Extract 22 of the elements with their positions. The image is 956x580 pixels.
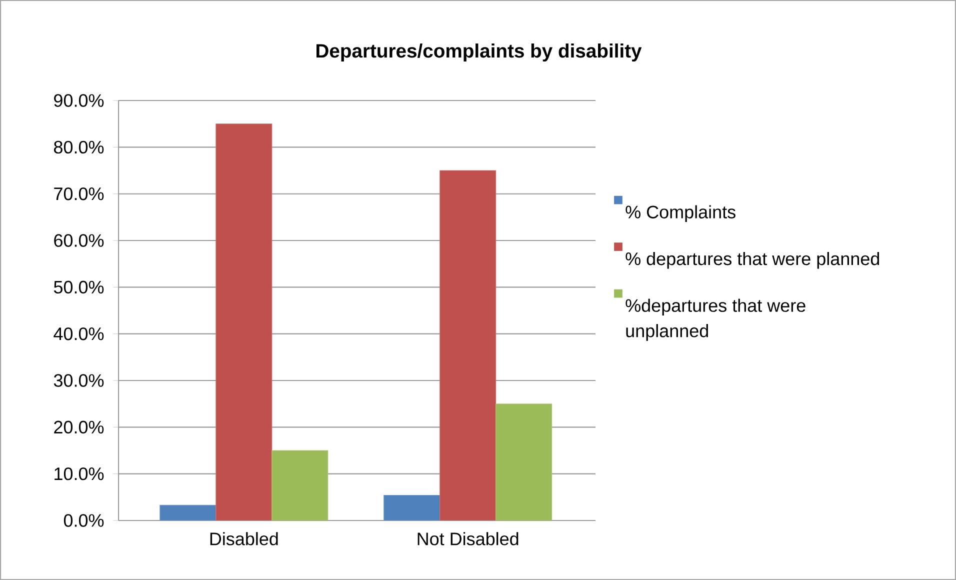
bar [440, 170, 496, 520]
y-tick-label: 60.0% [54, 234, 104, 247]
bar [272, 450, 328, 520]
bar [384, 495, 440, 520]
legend-label: % departures that were planned [626, 252, 880, 269]
y-tick-label: 30.0% [54, 374, 104, 387]
legend-label: % Complaints [626, 205, 736, 222]
y-tick-label: 80.0% [54, 140, 104, 154]
y-tick-label: 50.0% [54, 280, 104, 294]
y-tick-label: 10.0% [54, 467, 104, 480]
y-tick-label: 40.0% [54, 327, 104, 340]
x-tick-label: Disabled [210, 532, 278, 546]
bar [160, 504, 216, 520]
y-tick-label: 20.0% [54, 420, 104, 434]
chart-title: Departures/complaints by disability [316, 44, 642, 62]
x-tick-label: Not Disabled [418, 532, 518, 546]
bar [496, 404, 552, 520]
y-tick-label: 0.0% [64, 514, 104, 527]
legend-label: %departures that were unplanned [626, 298, 806, 341]
bar [216, 124, 272, 520]
y-tick-label: 70.0% [54, 187, 104, 200]
y-tick-label: 90.0% [54, 94, 104, 107]
